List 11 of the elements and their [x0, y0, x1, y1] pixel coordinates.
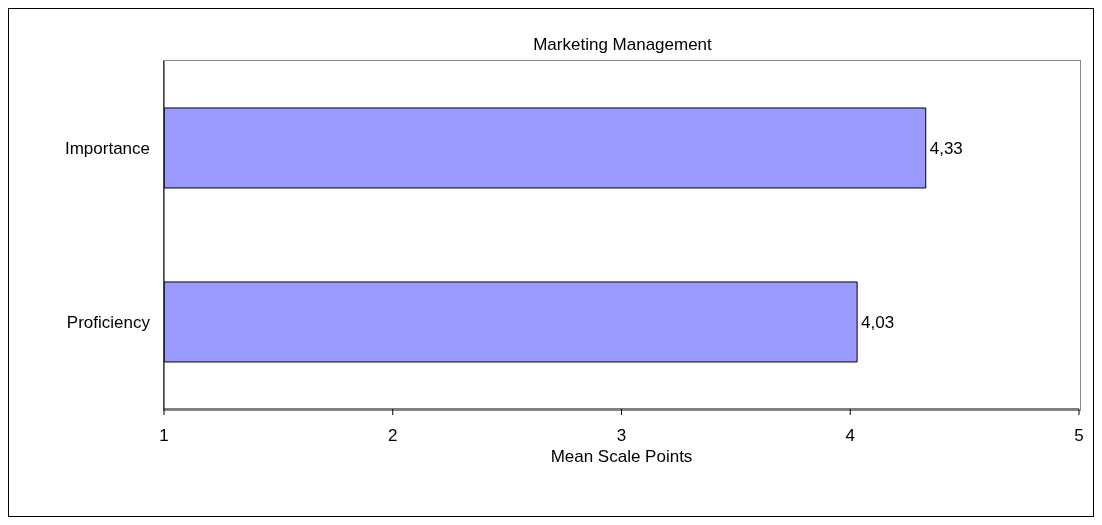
- x-axis-title: Mean Scale Points: [550, 447, 693, 466]
- y-tick-label: Importance: [64, 139, 150, 159]
- data-label: 4,33: [929, 139, 963, 159]
- data-label: 4,03: [861, 313, 895, 333]
- y-tick-label: Proficiency: [66, 313, 151, 333]
- x-tick-label: 5: [1074, 426, 1084, 446]
- x-tick-label: 1: [159, 426, 169, 446]
- x-tick-label: 4: [845, 426, 855, 446]
- x-tick-label: 3: [616, 426, 627, 446]
- x-tick-label: 2: [388, 426, 398, 446]
- chart-title: Marketing Management: [532, 35, 713, 55]
